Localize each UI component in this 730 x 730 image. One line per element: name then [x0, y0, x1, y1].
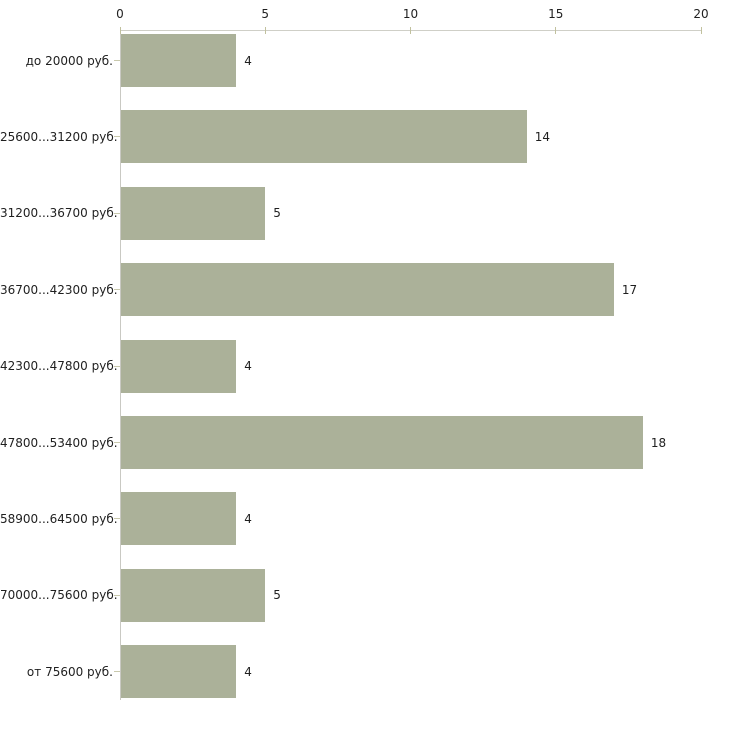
bar-value: 4 [244, 53, 252, 68]
x-tick-mark [264, 27, 266, 34]
y-tick-mark [114, 365, 120, 367]
x-axis-line [120, 30, 702, 31]
x-tick-mark [555, 27, 557, 34]
x-tick-label: 5 [261, 7, 270, 21]
bar [121, 645, 237, 699]
bar-label: 47800...53400 руб. [0, 435, 118, 450]
bar-value: 5 [273, 206, 281, 221]
y-tick-mark [114, 289, 120, 291]
bar-label: 42300...47800 руб. [0, 359, 118, 374]
x-tick-mark [410, 27, 411, 34]
x-tick-label: 0 [116, 7, 124, 21]
y-tick-mark [114, 442, 120, 443]
bar-value: 4 [244, 359, 252, 374]
x-tick-label: 15 [548, 7, 564, 21]
bar-value: 14 [534, 129, 550, 144]
bar-value: 4 [244, 511, 252, 526]
bar-label: 31200...36700 руб. [0, 206, 118, 221]
bar [121, 339, 237, 393]
bar [121, 186, 266, 240]
y-tick-mark [114, 594, 120, 596]
bar-value: 4 [244, 664, 252, 679]
y-tick-mark [114, 518, 120, 520]
bar [121, 34, 237, 87]
bar [121, 492, 237, 546]
y-tick-mark [114, 60, 120, 61]
bar-label: от 75600 руб. [26, 664, 113, 679]
y-axis-line [120, 30, 121, 700]
bar-value: 5 [273, 588, 281, 603]
bar-value: 17 [621, 282, 638, 297]
bar [121, 110, 527, 164]
bar-value: 18 [650, 435, 667, 450]
x-tick-label: 10 [402, 7, 419, 21]
bar [121, 263, 614, 317]
bar-label: 25600...31200 руб. [0, 129, 118, 144]
bar-label: до 20000 руб. [25, 53, 113, 68]
x-tick-label: 20 [693, 7, 709, 21]
y-tick-mark [114, 671, 120, 673]
bar-label: 70000...75600 руб. [0, 588, 118, 603]
bar [121, 568, 266, 622]
bar-label: 58900...64500 руб. [0, 511, 118, 526]
x-tick-mark [700, 27, 702, 34]
bar-label: 36700...42300 руб. [0, 282, 118, 297]
y-tick-mark [114, 136, 120, 138]
x-tick-mark [119, 27, 121, 34]
y-tick-mark [114, 212, 120, 214]
bar [121, 416, 643, 469]
